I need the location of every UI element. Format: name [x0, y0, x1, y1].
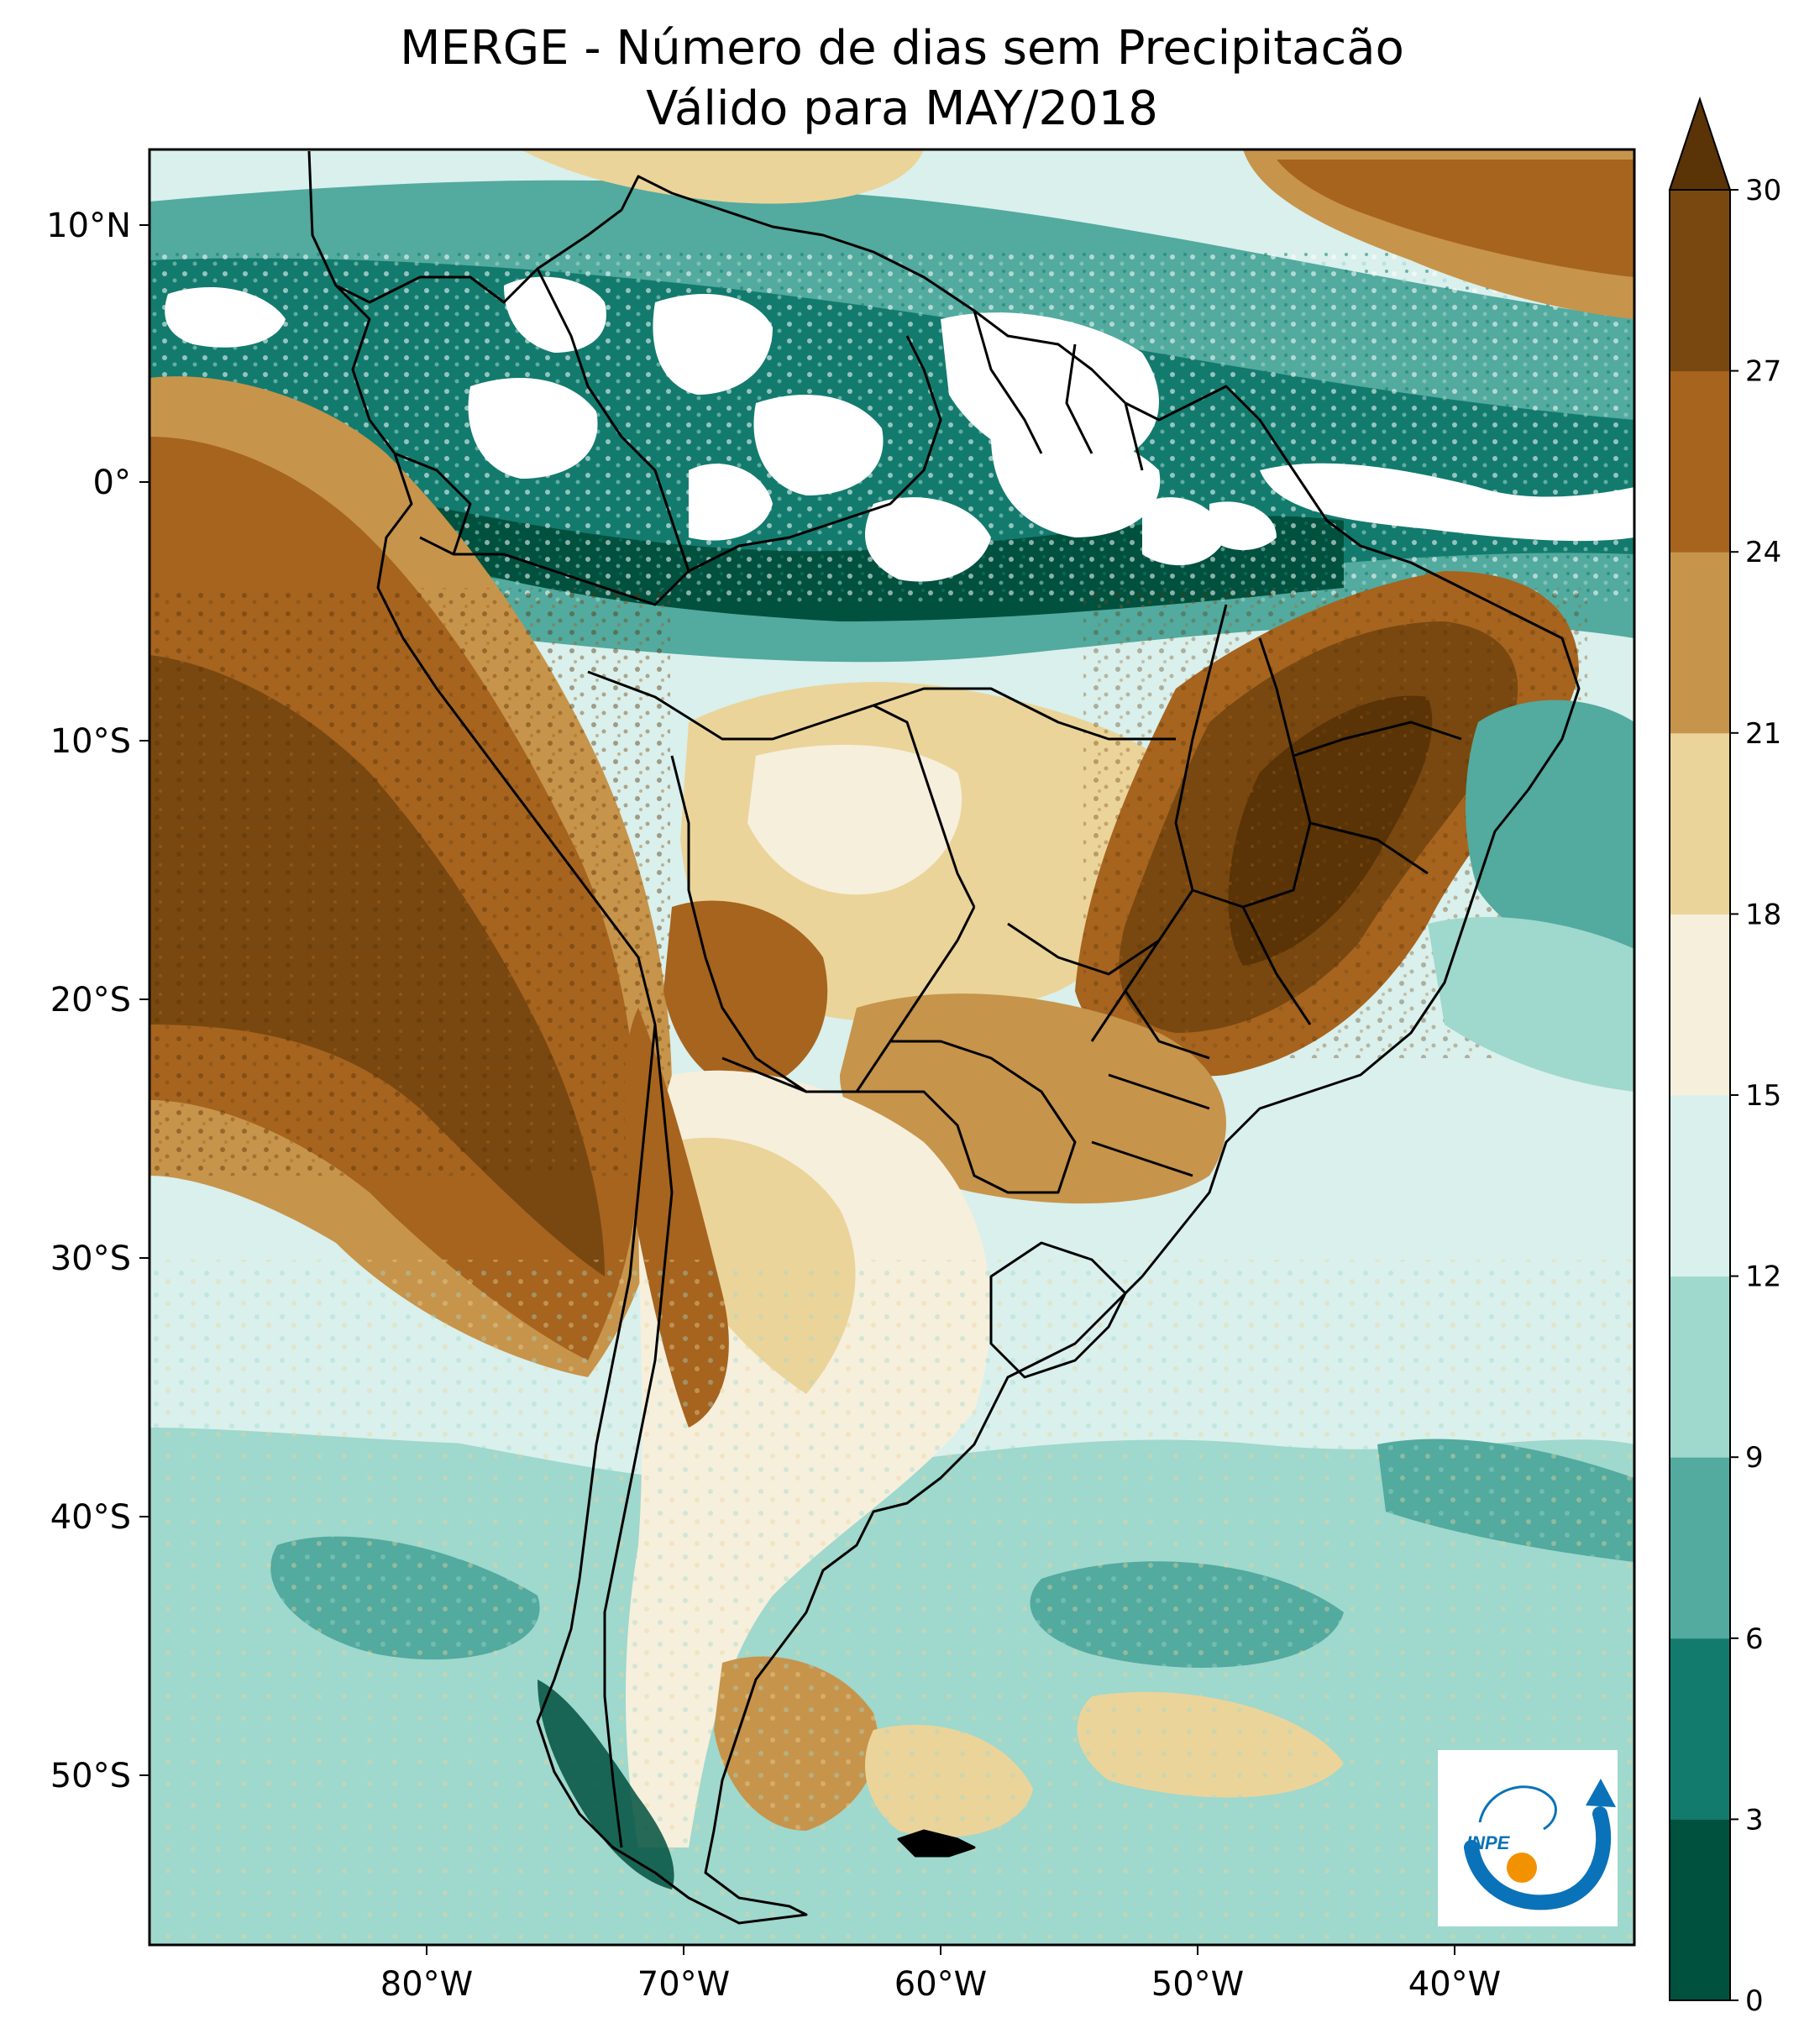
lon-tick: 40°W [1408, 1945, 1501, 2004]
logo-sun-icon [1507, 1853, 1537, 1883]
map-subtitle: Válido para MAY/2018 [646, 81, 1158, 136]
brazil-state-divisions [1007, 604, 1462, 1177]
colorbar-segment [1670, 1819, 1730, 2001]
colorbar-segment [1670, 190, 1730, 372]
guianas-border-3 [1124, 402, 1144, 471]
lat-tick: 20°S [50, 981, 149, 1019]
lat-label-10n: 10°N [46, 207, 131, 245]
lon-label-80w: 80°W [380, 1965, 473, 2004]
south-america-coastline [307, 150, 1581, 1925]
south-speckle [149, 1260, 1634, 1945]
no-data-areas [165, 276, 1634, 582]
bolivia-border [670, 755, 976, 1093]
colorbar-tick-label: 3 [1745, 1803, 1764, 1837]
argentina-north-border [721, 1056, 890, 1093]
colorbar-segment [1670, 552, 1730, 734]
tierra-del-fuego [538, 1680, 674, 1889]
colorbar-segment [1670, 1276, 1730, 1458]
lat-tick: 10°S [50, 722, 149, 761]
colorbar-tick-label: 6 [1745, 1622, 1764, 1656]
colorbar-segment [1670, 1095, 1730, 1277]
country-borders [307, 150, 1581, 1925]
lat-tick: 30°S [50, 1240, 149, 1278]
lat-tick: 10°N [46, 207, 149, 245]
lon-label-70w: 70°W [637, 1965, 730, 2004]
paraguay-border [890, 1040, 1077, 1194]
logo-text: INPE [1466, 1832, 1511, 1853]
logo-swoosh-icon [1464, 1806, 1612, 1910]
east-coast-teal [1466, 700, 1634, 974]
east-coast-light [1428, 916, 1634, 1092]
colorbar-ticks: 0 3 6 9 12 15 18 21 24 27 30 [1730, 174, 1781, 2018]
guianas-border-1 [973, 310, 1043, 454]
brazil-north-border [873, 687, 1176, 741]
venezuela-border [688, 335, 942, 573]
colorbar-tick-label: 12 [1745, 1260, 1781, 1294]
colorbar-segment [1670, 914, 1730, 1096]
precipitation-field [149, 149, 1634, 1945]
colorbar-tick-label: 15 [1745, 1079, 1781, 1113]
colorbar: 0 3 6 9 12 15 18 21 24 27 30 [1668, 96, 1781, 2018]
lon-tick: 70°W [637, 1945, 730, 2004]
logo-orbit-icon [1478, 1785, 1557, 1831]
uruguay-border [989, 1241, 1127, 1379]
south-brazil-dry [840, 993, 1226, 1204]
colorbar-segment [1670, 1638, 1730, 1820]
latitude-axis: 10°N 0° 10°S 20°S 30°S 40°S 50°S [46, 207, 149, 1795]
logo-arrow-icon [1586, 1779, 1616, 1807]
caribbean-cream-strip [521, 149, 924, 204]
lon-label-50w: 50°W [1151, 1965, 1244, 2004]
lat-label-40s: 40°S [50, 1498, 131, 1537]
lat-label-50s: 50°S [50, 1757, 131, 1795]
lat-tick: 0° [93, 464, 149, 502]
lat-label-30s: 30°S [50, 1240, 131, 1278]
colorbar-extend-arrow [1668, 96, 1732, 191]
colorbar-segment [1670, 1457, 1730, 1639]
lat-tick: 50°S [50, 1757, 149, 1795]
lon-label-60w: 60°W [894, 1965, 987, 2004]
lon-tick: 80°W [380, 1945, 473, 2004]
colorbar-segment [1670, 732, 1730, 915]
colorbar-segment [1670, 370, 1730, 553]
inpe-logo: INPE [1438, 1750, 1618, 1926]
colorbar-tick-label: 27 [1745, 355, 1781, 389]
lat-label-10s: 10°S [50, 722, 131, 761]
north-caribbean-dry-core [1277, 160, 1634, 277]
lon-label-40w: 40°W [1408, 1965, 1501, 2004]
lon-tick: 60°W [894, 1945, 987, 2004]
lat-tick: 40°S [50, 1498, 149, 1537]
lat-label-0: 0° [93, 464, 131, 502]
colorbar-tick-label: 24 [1745, 536, 1781, 569]
colorbar-tick-label: 30 [1745, 174, 1781, 207]
colorbar-segments [1670, 190, 1730, 2001]
lon-tick: 50°W [1151, 1945, 1244, 2004]
longitude-axis: 80°W 70°W 60°W 50°W 40°W [380, 1945, 1501, 2004]
guianas-border-2 [1065, 343, 1093, 454]
lat-label-20s: 20°S [50, 981, 131, 1019]
map-title: MERGE - Número de dias sem Precipitacão [400, 21, 1404, 76]
central-cream-light [747, 744, 962, 895]
colorbar-tick-label: 9 [1745, 1441, 1764, 1475]
pacific-dry-speckle [149, 588, 670, 1176]
ecuador-border [394, 452, 472, 555]
colorbar-tick-label: 18 [1745, 898, 1781, 931]
falkland-islands [897, 1829, 976, 1858]
argentina-chile-border [603, 1024, 674, 1848]
colorbar-tick-label: 21 [1745, 717, 1781, 751]
map-frame [148, 148, 1636, 1947]
colorbar-tick-label: 0 [1745, 1984, 1764, 2018]
